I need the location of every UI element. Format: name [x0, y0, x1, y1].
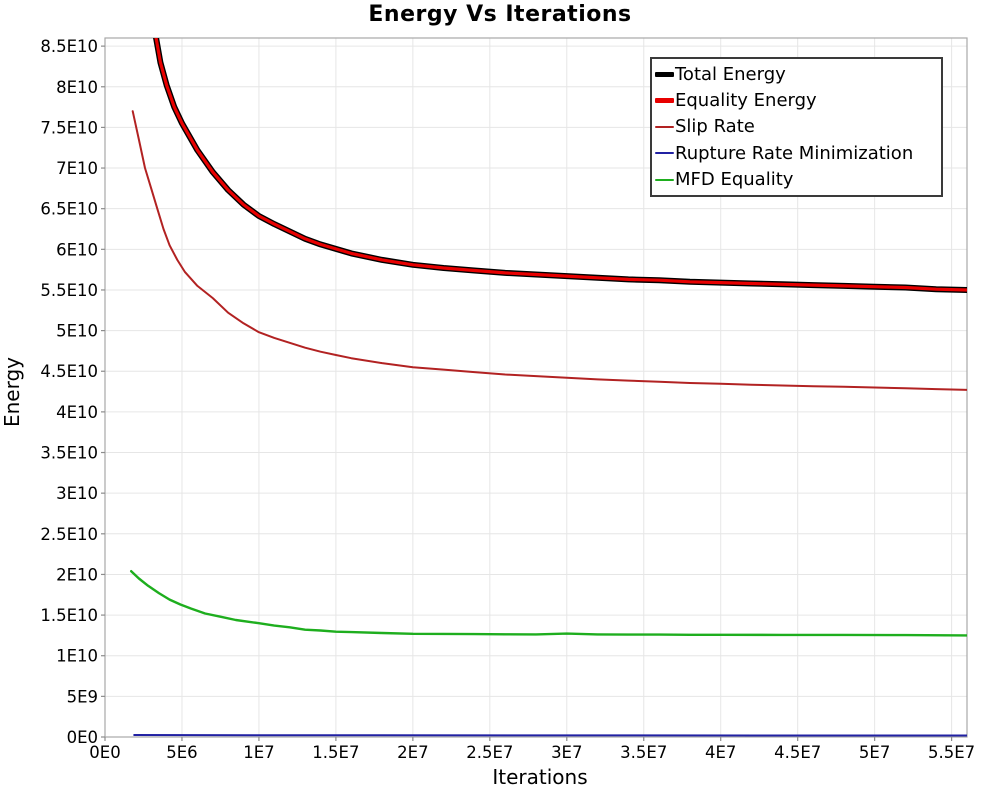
x-tick-label: 4.5E7 [774, 743, 821, 762]
x-tick-label: 2E7 [397, 743, 428, 762]
y-tick-label: 6E10 [56, 240, 98, 259]
y-tick-label: 5.5E10 [40, 281, 98, 300]
x-tick-label: 2.5E7 [466, 743, 513, 762]
x-tick-label: 1E7 [243, 743, 274, 762]
legend-item-equality-energy: Equality Energy [655, 88, 939, 114]
series-line-slip-rate [131, 110, 967, 391]
y-tick-label: 3E10 [56, 484, 98, 503]
x-tick-label: 5E7 [859, 743, 890, 762]
y-tick-label: 7E10 [56, 159, 98, 178]
chart-title: Energy Vs Iterations [368, 2, 632, 27]
x-axis-label: Iterations [492, 765, 588, 789]
legend-swatch-slip-rate [655, 125, 674, 128]
legend-swatch-mfd-equality [655, 178, 674, 181]
y-tick-label: 8E10 [56, 78, 98, 97]
y-tick-label: 2.5E10 [40, 525, 98, 544]
x-tick-label: 0E0 [89, 743, 120, 762]
legend-swatch-equality-energy [655, 98, 674, 103]
legend-label-mfd-equality: MFD Equality [675, 169, 794, 191]
y-tick-label: 2E10 [56, 565, 98, 584]
plot-border [104, 37, 968, 738]
y-tick-label: 7.5E10 [40, 118, 98, 137]
y-tick-label: 6.5E10 [40, 200, 98, 219]
y-tick-label: 5E10 [56, 322, 98, 341]
y-tick-label: 1E10 [56, 647, 98, 666]
legend-swatch-total-energy [655, 71, 674, 77]
y-tick-label: 1.5E10 [40, 606, 98, 625]
y-tick-label: 0E0 [67, 728, 98, 747]
legend-label-equality-energy: Equality Energy [675, 90, 817, 112]
x-tick-label: 3.5E7 [620, 743, 667, 762]
y-tick-label: 4.5E10 [40, 362, 98, 381]
y-tick-label: 5E9 [67, 687, 98, 706]
series-line-equality-energy [154, 38, 967, 292]
legend: Total Energy Equality Energy Slip Rate Rupt… [650, 57, 943, 197]
x-tick-label: 3E7 [551, 743, 582, 762]
legend-item-rupture-rate-minimization: Rupture Rate Minimization [655, 140, 939, 166]
x-tick-label: 5.5E7 [928, 743, 975, 762]
y-tick-label: 3.5E10 [40, 444, 98, 463]
series-line-mfd-equality [129, 570, 967, 637]
legend-item-mfd-equality: MFD Equality [655, 167, 939, 193]
legend-item-slip-rate: Slip Rate [655, 114, 939, 140]
y-tick-label: 4E10 [56, 403, 98, 422]
legend-label-rupture-rate-minimization: Rupture Rate Minimization [675, 142, 914, 164]
x-tick-label: 5E6 [166, 743, 197, 762]
y-tick-label: 8.5E10 [40, 37, 98, 56]
legend-swatch-rupture-rate-minimization [655, 152, 674, 155]
x-tick-label: 4E7 [705, 743, 736, 762]
legend-label-slip-rate: Slip Rate [675, 116, 755, 138]
legend-label-total-energy: Total Energy [675, 63, 786, 85]
legend-item-total-energy: Total Energy [655, 61, 939, 87]
series-line-rupture-rate-minimization [133, 734, 967, 737]
x-tick-label: 1.5E7 [312, 743, 359, 762]
